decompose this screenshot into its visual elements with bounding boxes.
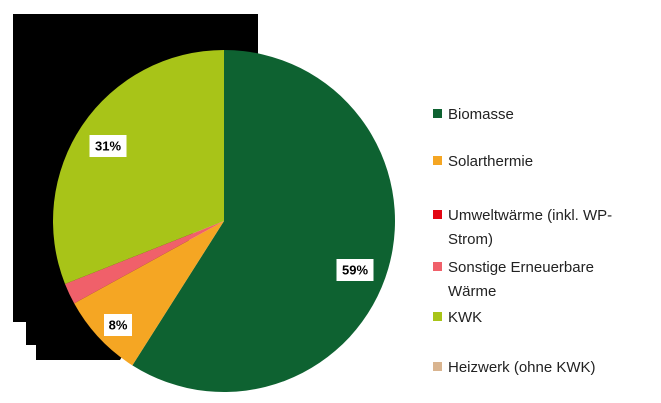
data-label: 59% — [342, 262, 368, 277]
legend-item: Umweltwärme (inkl. WP-Strom) — [433, 204, 648, 252]
legend-swatch — [433, 262, 442, 271]
legend-swatch — [433, 312, 442, 321]
legend-item: Solarthermie — [433, 150, 648, 174]
data-label-box — [89, 135, 127, 157]
legend-swatch — [433, 362, 442, 371]
data-label-box — [336, 259, 374, 281]
legend-item: Sonstige Erneuerbare Wärme — [433, 256, 648, 304]
legend-label: Biomasse — [448, 106, 514, 123]
legend-label: Umweltwärme (inkl. WP-Strom) — [448, 207, 613, 248]
legend-item: Heizwerk (ohne KWK) — [433, 356, 648, 380]
legend-label: Solarthermie — [448, 153, 534, 170]
legend-swatch — [433, 210, 442, 219]
legend-swatch — [433, 156, 442, 165]
legend-label: KWK — [448, 309, 483, 326]
legend-item: KWK — [433, 306, 648, 330]
legend-label: Heizwerk (ohne KWK) — [448, 359, 596, 376]
data-label-box — [104, 314, 132, 336]
data-label: 8% — [109, 317, 128, 332]
pie-slice — [132, 50, 396, 392]
pie-slice — [65, 221, 224, 304]
pie-slice — [52, 50, 224, 284]
legend-label: Sonstige Erneuerbare Wärme — [448, 259, 594, 300]
data-label: 31% — [95, 138, 121, 153]
legend-swatch — [433, 109, 442, 118]
legend-item: Biomasse — [433, 103, 648, 127]
